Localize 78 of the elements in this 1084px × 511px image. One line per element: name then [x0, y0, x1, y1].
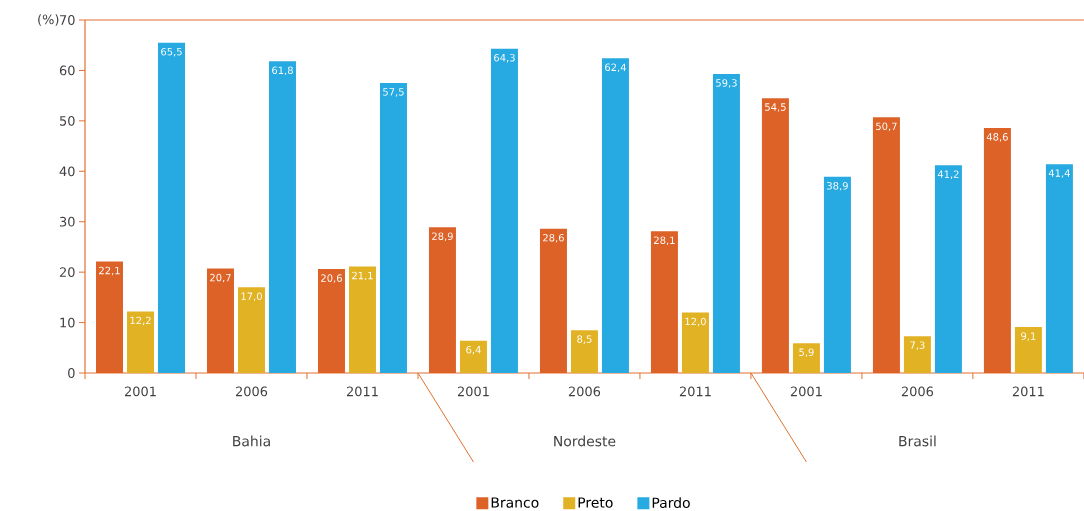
- x-tick-label: 2006: [901, 386, 934, 397]
- x-tick-label: 2006: [568, 386, 601, 397]
- y-tick-label: 70: [60, 15, 75, 25]
- bar: [934, 165, 962, 373]
- bar: [157, 42, 185, 373]
- data-label: 6,4: [466, 345, 481, 355]
- data-label: 65,5: [161, 47, 182, 57]
- data-label: 20,6: [321, 274, 342, 283]
- data-label: 48,6: [986, 133, 1008, 142]
- y-tick-label: 20: [59, 267, 75, 278]
- data-label: 62,4: [605, 63, 626, 73]
- y-tick-label: 10: [60, 317, 75, 328]
- bar: [95, 261, 123, 373]
- y-tick-label: 60: [59, 65, 75, 76]
- bar: [823, 176, 851, 373]
- text: Nordeste: [554, 435, 616, 447]
- data-label: 41,2: [937, 170, 959, 179]
- bar: [1014, 327, 1042, 373]
- data-label: 21,1: [352, 271, 373, 281]
- y-tick-label: 50: [60, 115, 75, 126]
- y-axis-title: (%): [38, 14, 59, 26]
- data-label: 50,7: [876, 122, 897, 132]
- bar: [317, 269, 345, 373]
- data-label: 20,7: [210, 273, 231, 283]
- legend-label: Pardo: [652, 497, 690, 508]
- x-tick-label: 2001: [124, 386, 156, 397]
- bar: [601, 58, 629, 373]
- data-label: 59,3: [716, 79, 737, 88]
- data-label: 28,9: [432, 232, 453, 242]
- bar: [792, 343, 820, 373]
- bar: [872, 117, 900, 373]
- data-label: 22,1: [99, 266, 120, 276]
- bar: [712, 73, 740, 373]
- x-tick-label: 2001: [457, 386, 489, 397]
- data-label: 12,0: [685, 317, 706, 327]
- data-label: 8,5: [577, 335, 592, 344]
- bar: [237, 287, 265, 373]
- data-label: 5,9: [799, 348, 814, 357]
- data-label: 7,3: [910, 341, 925, 350]
- bar: [539, 228, 567, 373]
- bar: [903, 336, 931, 373]
- bar: [983, 127, 1011, 373]
- x-tick-label: 2001: [790, 386, 822, 397]
- x-tick-label: 2011: [1012, 386, 1044, 397]
- legend-label: Preto: [578, 497, 613, 508]
- data-label: 57,5: [383, 88, 404, 97]
- bar: [268, 61, 296, 373]
- x-tick-label: 2011: [346, 386, 378, 397]
- data-label: 41,4: [1048, 169, 1070, 178]
- y-tick-label: 30: [59, 216, 75, 227]
- bar: [428, 227, 456, 373]
- y-tick-label: 0: [68, 368, 75, 378]
- bar: [490, 48, 518, 373]
- bar: [206, 268, 234, 373]
- legend-label: Branco: [491, 497, 539, 508]
- text: Bahia: [233, 435, 270, 447]
- bar: [761, 98, 789, 373]
- bar: [1045, 164, 1073, 373]
- data-label: 9,1: [1021, 332, 1036, 341]
- y-tick-label: 40: [59, 166, 75, 177]
- bar: [459, 340, 487, 373]
- data-label: 61,8: [272, 66, 293, 76]
- x-tick-label: 2006: [235, 386, 268, 397]
- data-label: 28,1: [654, 236, 675, 246]
- data-label: 17,0: [241, 292, 262, 302]
- data-label: 64,3: [494, 53, 515, 63]
- x-tick-label: 2011: [679, 386, 711, 397]
- data-label: 28,6: [543, 233, 564, 243]
- bar: [348, 266, 376, 373]
- bar: [379, 83, 407, 373]
- data-label: 38,9: [827, 182, 848, 191]
- bar: [570, 330, 598, 373]
- bar: [681, 312, 709, 373]
- bar: [650, 231, 678, 373]
- bar: [126, 311, 154, 373]
- data-label: 12,2: [130, 316, 151, 326]
- data-label: 54,5: [765, 103, 786, 112]
- text: Brasil: [899, 435, 936, 447]
